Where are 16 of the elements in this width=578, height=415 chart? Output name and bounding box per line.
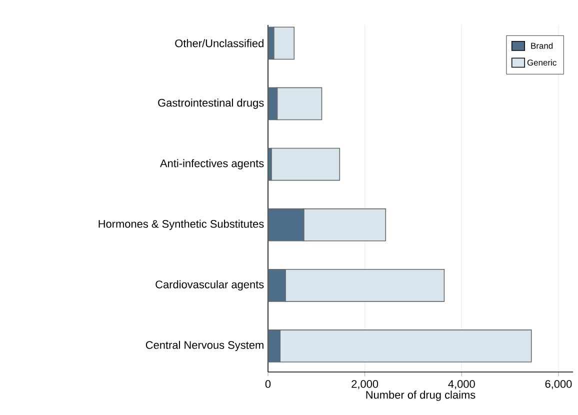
x-tick-label: 2,000 <box>352 380 378 390</box>
bar <box>268 88 278 120</box>
x-tick-label: 4,000 <box>448 380 475 390</box>
bar <box>268 208 304 242</box>
x-tick-label: 6,000 <box>545 380 572 390</box>
x-tick-label: 0 <box>265 380 271 388</box>
y-tick-label: Cardiovascular agents <box>156 280 264 291</box>
y-tick-label: Central Nervous System <box>146 340 264 352</box>
y-tick-label: Hormones & Synthetic Substitutes <box>98 220 264 230</box>
y-tick-label: Other/Unclassified <box>175 39 264 48</box>
bar <box>268 268 286 302</box>
y-tick-label: Anti-infectives agents <box>160 159 264 170</box>
x-axis-title: Number of drug claims <box>366 390 476 401</box>
legend-label: Brand <box>531 42 553 49</box>
y-tick-label: Gastrointestinal drugs <box>158 98 264 109</box>
legend-label: Generic <box>527 59 556 66</box>
